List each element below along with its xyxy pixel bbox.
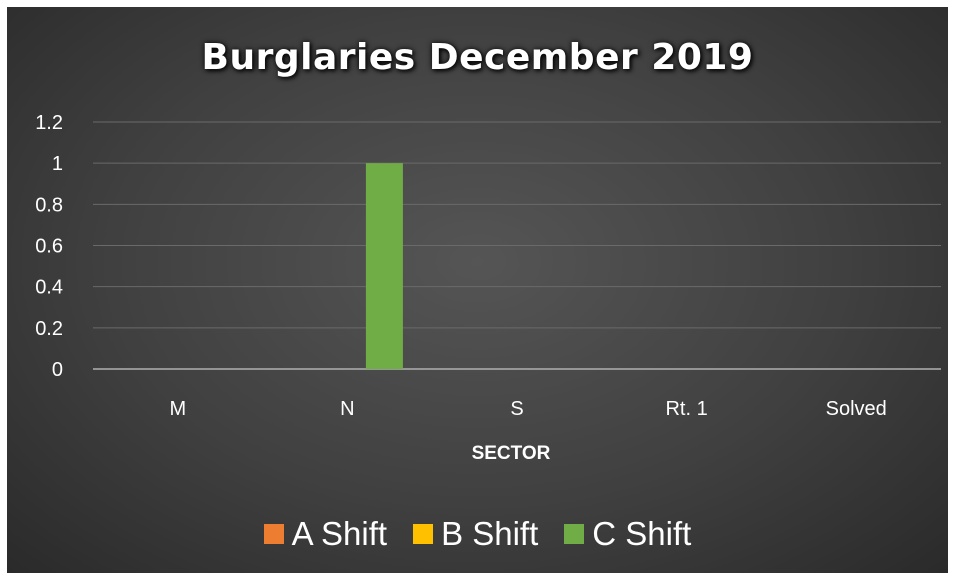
legend-item: A Shift (263, 515, 388, 553)
y-tick-label: 0.4 (35, 277, 63, 299)
y-tick-label: 0.6 (35, 236, 63, 258)
legend: A Shift B Shift C Shift (7, 515, 948, 553)
legend-label: C Shift (592, 515, 692, 552)
legend-item: B Shift (413, 515, 538, 553)
x-tick-label: S (510, 398, 523, 420)
plot-area: 0 0.2 0.4 0.6 0.8 1 1.2 M N S Rt. 1 Solved SECTOR (35, 112, 941, 464)
chart-title: Burglaries December 2019 (201, 37, 754, 78)
y-tick-label: 0 (52, 359, 63, 381)
legend-swatch (413, 524, 434, 544)
x-tick-label: M (169, 398, 186, 420)
x-tick-label: N (340, 398, 354, 420)
x-tick-label: Rt. 1 (665, 398, 707, 420)
legend-item: C Shift (564, 515, 691, 553)
legend-label: A Shift (291, 515, 388, 552)
legend-swatch (564, 524, 585, 544)
y-tick-label: 1 (52, 153, 63, 175)
y-tick-label: 1.2 (35, 112, 63, 134)
legend-label: B Shift (441, 515, 539, 552)
y-tick-label: 0.2 (35, 318, 63, 340)
x-axis-title: SECTOR (472, 443, 551, 464)
bar-c-shift (365, 163, 403, 369)
x-tick-label: Solved (826, 398, 887, 420)
y-tick-label: 0.8 (35, 194, 63, 216)
legend-swatch (263, 524, 284, 544)
chart-area: Burglaries December 2019 0 0.2 0.4 0.6 0.8 1 1… (7, 7, 948, 573)
